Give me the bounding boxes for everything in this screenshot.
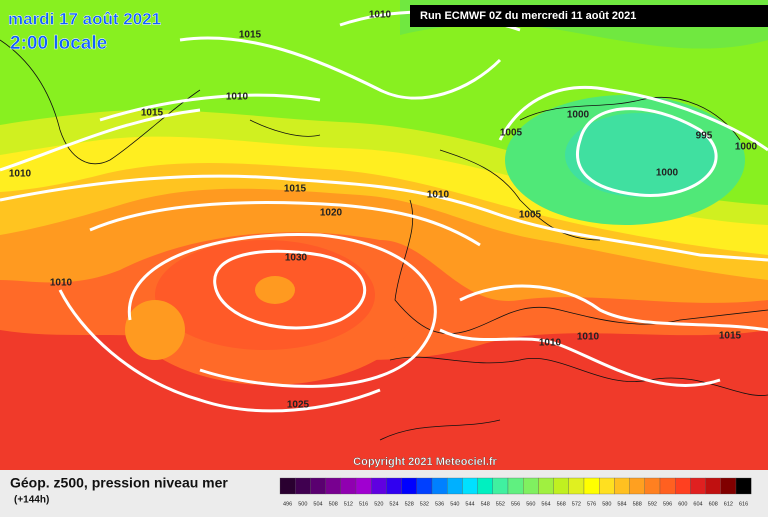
legend-swatch bbox=[507, 477, 524, 495]
legend-swatch bbox=[462, 477, 478, 495]
legend-swatch bbox=[386, 477, 402, 495]
legend-swatch bbox=[447, 477, 463, 495]
isobar-label: 1010 bbox=[226, 92, 249, 103]
legend-value: 592 bbox=[648, 501, 657, 507]
legend-value: 504 bbox=[313, 501, 322, 507]
legend-swatch bbox=[568, 477, 585, 495]
isobar-label: 1015 bbox=[719, 331, 742, 342]
legend-swatch bbox=[325, 477, 341, 495]
legend-value: 548 bbox=[481, 501, 490, 507]
legend-value: 616 bbox=[739, 501, 748, 507]
legend-value: 528 bbox=[405, 501, 414, 507]
legend-swatch bbox=[431, 477, 448, 495]
legend-value: 604 bbox=[693, 501, 702, 507]
forecast-time: 2:00 locale bbox=[10, 33, 107, 54]
legend-swatch bbox=[629, 477, 645, 495]
isobar-label: 1030 bbox=[285, 253, 308, 264]
legend-swatch bbox=[705, 477, 721, 495]
legend-value: 600 bbox=[678, 501, 687, 507]
legend-swatch bbox=[310, 477, 326, 495]
legend-value: 536 bbox=[435, 501, 444, 507]
legend-swatch bbox=[735, 477, 752, 495]
isobar-label: 1020 bbox=[320, 208, 343, 219]
credit: Copyright 2021 Meteociel.fr bbox=[353, 456, 497, 468]
isobar-label: 1000 bbox=[567, 110, 590, 121]
isobar-label: 1010 bbox=[427, 190, 450, 201]
lead-time: (+144h) bbox=[14, 495, 49, 506]
legend-value: 512 bbox=[344, 501, 353, 507]
legend-value: 584 bbox=[617, 501, 626, 507]
legend-swatch bbox=[538, 477, 554, 495]
legend-swatch bbox=[295, 477, 311, 495]
legend-swatch bbox=[401, 477, 417, 495]
legend-value: 564 bbox=[541, 501, 550, 507]
isobar-label: 1010 bbox=[369, 10, 392, 21]
isobar-label: 1025 bbox=[287, 400, 310, 411]
legend-value: 552 bbox=[496, 501, 505, 507]
legend-swatch bbox=[492, 477, 509, 495]
legend-value: 576 bbox=[587, 501, 596, 507]
legend-value: 568 bbox=[557, 501, 566, 507]
legend-value: 596 bbox=[663, 501, 672, 507]
isobar-label: 1005 bbox=[500, 128, 523, 139]
legend-value: 556 bbox=[511, 501, 520, 507]
legend-swatch bbox=[599, 477, 615, 495]
legend-swatch bbox=[279, 477, 296, 495]
isobar-label: 1005 bbox=[519, 210, 542, 221]
forecast-date: mardi 17 août 2021 bbox=[8, 9, 161, 28]
legend-swatch bbox=[720, 477, 737, 495]
legend-value: 608 bbox=[709, 501, 718, 507]
legend-swatch bbox=[477, 477, 493, 495]
isobar-label: 1010 bbox=[9, 169, 32, 180]
isobar-label: 1010 bbox=[50, 278, 73, 289]
legend-swatch bbox=[416, 477, 433, 495]
isobar-label: 1000 bbox=[735, 142, 758, 153]
legend-value: 544 bbox=[465, 501, 474, 507]
legend-value: 560 bbox=[526, 501, 535, 507]
legend-value: 516 bbox=[359, 501, 368, 507]
legend-swatch bbox=[523, 477, 539, 495]
isobar-label: 1010 bbox=[577, 332, 600, 343]
coastlines bbox=[0, 39, 768, 441]
legend-value: 500 bbox=[298, 501, 307, 507]
legend-swatch bbox=[644, 477, 661, 495]
isobar-label: 995 bbox=[696, 131, 713, 142]
legend-swatch bbox=[614, 477, 630, 495]
background-fields bbox=[0, 0, 768, 470]
isobar-label: 1000 bbox=[656, 168, 679, 179]
legend-swatch bbox=[583, 477, 600, 495]
legend-value: 508 bbox=[329, 501, 338, 507]
legend-value: 524 bbox=[389, 501, 398, 507]
legend-swatch bbox=[355, 477, 372, 495]
legend-value: 572 bbox=[572, 501, 581, 507]
legend-value: 580 bbox=[602, 501, 611, 507]
isobar-label: 1010 bbox=[539, 338, 562, 349]
isobar-label: 1015 bbox=[239, 30, 262, 41]
legend-title: Géop. z500, pression niveau mer bbox=[10, 475, 228, 491]
isobar-label: 1015 bbox=[141, 108, 164, 119]
run-info: Run ECMWF 0Z du mercredi 11 août 2021 bbox=[420, 10, 636, 22]
legend-value: 540 bbox=[450, 501, 459, 507]
legend-value: 612 bbox=[724, 501, 733, 507]
legend-value: 588 bbox=[633, 501, 642, 507]
legend-swatch bbox=[659, 477, 676, 495]
legend-value: 496 bbox=[283, 501, 292, 507]
legend-swatch bbox=[553, 477, 569, 495]
legend-value: 520 bbox=[374, 501, 383, 507]
legend-swatch bbox=[340, 477, 357, 495]
legend-value: 532 bbox=[420, 501, 429, 507]
legend-swatch bbox=[371, 477, 387, 495]
legend-swatch bbox=[690, 477, 706, 495]
isobar-label: 1015 bbox=[284, 184, 307, 195]
legend-swatch bbox=[675, 477, 691, 495]
run-box bbox=[410, 5, 768, 27]
